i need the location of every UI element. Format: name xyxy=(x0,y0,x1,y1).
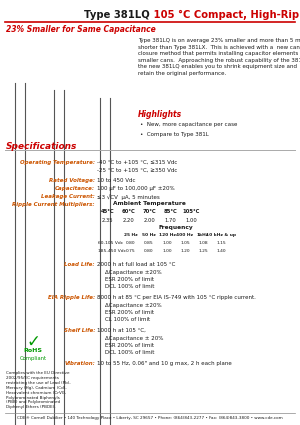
Bar xyxy=(122,248,140,256)
Text: Ambient Temperature: Ambient Temperature xyxy=(113,201,186,206)
Text: 1.00: 1.00 xyxy=(186,218,197,223)
Text: DCL 100% of limit: DCL 100% of limit xyxy=(105,284,154,289)
Bar xyxy=(176,248,194,256)
Bar xyxy=(194,240,212,248)
Text: ESR 200% of limit: ESR 200% of limit xyxy=(105,310,154,315)
Text: Compliant: Compliant xyxy=(20,356,46,361)
Text: Capacitance:: Capacitance: xyxy=(55,186,95,191)
Text: 400 Hz: 400 Hz xyxy=(176,233,194,237)
Bar xyxy=(97,208,118,217)
Bar xyxy=(212,232,230,240)
Text: 1.00: 1.00 xyxy=(162,249,172,253)
Text: Complies with the EU Directive
2002/95/EC requirements
restricting the use of Le: Complies with the EU Directive 2002/95/E… xyxy=(6,371,70,409)
Bar xyxy=(97,248,122,256)
Text: 105°C: 105°C xyxy=(183,209,200,214)
Text: Type 381LQ: Type 381LQ xyxy=(84,10,150,20)
Text: 70°C: 70°C xyxy=(143,209,156,214)
Text: 120 Hz: 120 Hz xyxy=(159,233,176,237)
Bar xyxy=(118,208,139,217)
Bar xyxy=(122,240,140,248)
Bar xyxy=(212,248,230,256)
Text: Vibration:: Vibration: xyxy=(64,361,95,366)
Text: 8000 h at 85 °C per EIA IS-749 with 105 °C ripple current.: 8000 h at 85 °C per EIA IS-749 with 105 … xyxy=(97,295,256,300)
Text: Leakage Current:: Leakage Current: xyxy=(41,194,95,199)
Text: 10 kHz & up: 10 kHz & up xyxy=(206,233,236,237)
Text: DCL 100% of limit: DCL 100% of limit xyxy=(105,350,154,355)
Bar xyxy=(181,217,202,226)
Text: 1.70: 1.70 xyxy=(165,218,176,223)
Text: 0.75: 0.75 xyxy=(126,249,136,253)
Text: Rated Voltage:: Rated Voltage: xyxy=(49,178,95,183)
Text: ✓: ✓ xyxy=(26,333,40,351)
Text: Type 381LQ is on average 23% smaller and more than 5 mm
shorter than Type 381LX.: Type 381LQ is on average 23% smaller and… xyxy=(138,38,300,76)
Text: Ripple Current Multipliers:: Ripple Current Multipliers: xyxy=(12,202,95,207)
Text: 2000 h at full load at 105 °C: 2000 h at full load at 105 °C xyxy=(97,262,176,267)
Text: 85°C: 85°C xyxy=(164,209,177,214)
Bar xyxy=(194,248,212,256)
Text: ≤3 √CV  μA, 5 minutes: ≤3 √CV μA, 5 minutes xyxy=(97,194,160,200)
Bar xyxy=(97,240,122,248)
Bar xyxy=(160,208,181,217)
Text: ΔCapacitance ±20%: ΔCapacitance ±20% xyxy=(105,270,162,275)
Bar xyxy=(97,217,118,226)
Bar xyxy=(181,208,202,217)
Text: Operating Temperature:: Operating Temperature: xyxy=(20,160,95,165)
Text: 10 to 55 Hz, 0.06" and 10 g max, 2 h each plane: 10 to 55 Hz, 0.06" and 10 g max, 2 h eac… xyxy=(97,361,232,366)
Text: 60-105 Vdc: 60-105 Vdc xyxy=(98,241,123,245)
Bar xyxy=(118,217,139,226)
Text: 45°C: 45°C xyxy=(101,209,114,214)
Bar xyxy=(158,240,176,248)
Text: 1.25: 1.25 xyxy=(198,249,208,253)
Text: 10 to 450 Vdc: 10 to 450 Vdc xyxy=(97,178,136,183)
Bar xyxy=(139,208,160,217)
Bar xyxy=(194,232,212,240)
Text: EIA Ripple Life:: EIA Ripple Life: xyxy=(48,295,95,300)
Text: 60°C: 60°C xyxy=(122,209,135,214)
FancyBboxPatch shape xyxy=(42,38,75,82)
Bar xyxy=(140,232,158,240)
Text: 1.40: 1.40 xyxy=(216,249,226,253)
Text: 185-450 Vdc: 185-450 Vdc xyxy=(98,249,126,253)
Bar xyxy=(160,217,181,226)
Bar xyxy=(176,240,194,248)
Bar xyxy=(158,232,176,240)
Text: ESR 200% of limit: ESR 200% of limit xyxy=(105,343,154,348)
Bar xyxy=(212,240,230,248)
Text: CL 100% of limit: CL 100% of limit xyxy=(105,317,150,322)
Text: RoHS: RoHS xyxy=(23,348,43,353)
Text: 1.00: 1.00 xyxy=(162,241,172,245)
Text: 100 μF to 100,000 μF ±20%: 100 μF to 100,000 μF ±20% xyxy=(97,186,175,191)
Text: 2.00: 2.00 xyxy=(144,218,155,223)
Text: Load Life:: Load Life: xyxy=(64,262,95,267)
Text: 1.05: 1.05 xyxy=(180,241,190,245)
Bar xyxy=(140,240,158,248)
Text: Shelf Life:: Shelf Life: xyxy=(64,328,95,333)
Text: 1.20: 1.20 xyxy=(180,249,190,253)
Text: CDE® Cornell Dubilier • 140 Technology Place • Liberty, SC 29657 • Phone: (864)8: CDE® Cornell Dubilier • 140 Technology P… xyxy=(17,416,283,420)
Text: 0.80: 0.80 xyxy=(126,241,136,245)
Text: ΔCapacitance ± 20%: ΔCapacitance ± 20% xyxy=(105,336,164,341)
Bar xyxy=(140,248,158,256)
Text: 1000 h at 105 °C,: 1000 h at 105 °C, xyxy=(97,328,146,333)
Text: 25 Hz: 25 Hz xyxy=(124,233,138,237)
Bar xyxy=(97,232,122,240)
Text: 0.80: 0.80 xyxy=(144,249,154,253)
Text: Highlights: Highlights xyxy=(138,110,182,119)
Text: 1.15: 1.15 xyxy=(216,241,226,245)
Bar xyxy=(122,232,140,240)
Text: 1kHz: 1kHz xyxy=(197,233,209,237)
Text: Frequency: Frequency xyxy=(159,225,194,230)
Bar xyxy=(176,232,194,240)
Text: 2.20: 2.20 xyxy=(123,218,134,223)
Text: •  Compare to Type 381L: • Compare to Type 381L xyxy=(140,132,209,137)
Text: 105 °C Compact, High-Ripple Snap-in: 105 °C Compact, High-Ripple Snap-in xyxy=(150,10,300,20)
FancyBboxPatch shape xyxy=(8,45,32,75)
Text: 0.85: 0.85 xyxy=(144,241,154,245)
Bar xyxy=(139,217,160,226)
FancyBboxPatch shape xyxy=(80,32,130,90)
Text: 1.08: 1.08 xyxy=(198,241,208,245)
Text: -25 °C to +105 °C, ≥350 Vdc: -25 °C to +105 °C, ≥350 Vdc xyxy=(97,168,177,173)
Text: -40 °C to +105 °C, ≤315 Vdc: -40 °C to +105 °C, ≤315 Vdc xyxy=(97,160,177,165)
Text: ΔCapacitance ±20%: ΔCapacitance ±20% xyxy=(105,303,162,308)
